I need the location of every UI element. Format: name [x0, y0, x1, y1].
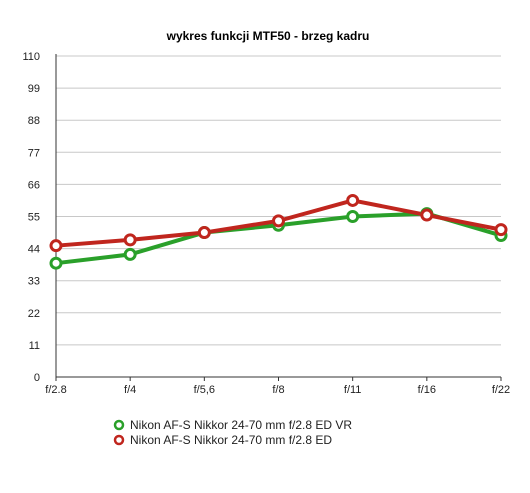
x-tick-label: f/2.8 — [45, 384, 66, 396]
x-tick-label: f/16 — [418, 384, 436, 396]
data-point — [494, 223, 508, 237]
series-group — [49, 193, 508, 270]
x-tick-label: f/4 — [124, 384, 136, 396]
legend: Nikon AF-S Nikkor 24-70 mm f/2.8 ED VRNi… — [113, 418, 352, 447]
data-point — [272, 214, 285, 228]
data-point — [49, 239, 63, 253]
y-axis-ticks: 0 11 22 33 44 55 66 77 88 99 110 — [22, 51, 40, 384]
x-axis-ticks: f/2.8 f/4 f/5,6 f/8 f/11 f/16 f/22 — [45, 377, 510, 396]
y-tick-label: 33 — [28, 276, 40, 288]
y-tick-label: 22 — [28, 308, 40, 320]
y-tick-label: 55 — [28, 212, 40, 224]
x-tick-label: f/11 — [344, 384, 362, 396]
y-tick-label: 66 — [28, 179, 40, 191]
data-point — [123, 247, 137, 261]
data-point — [346, 193, 360, 207]
y-tick-label: 110 — [22, 51, 40, 63]
x-tick-label: f/8 — [272, 384, 284, 396]
x-tick-label: f/22 — [492, 384, 510, 396]
chart-title: wykres funkcji MTF50 - brzeg kadru — [166, 29, 370, 43]
legend-label-1: Nikon AF-S Nikkor 24-70 mm f/2.8 ED — [130, 433, 332, 447]
legend-marker-1 — [113, 434, 125, 446]
y-tick-label: 0 — [34, 372, 40, 384]
data-point — [346, 210, 360, 223]
data-point — [197, 226, 211, 240]
data-point — [420, 208, 434, 222]
y-tick-label: 99 — [28, 83, 40, 95]
data-point — [49, 256, 63, 270]
y-tick-label: 88 — [28, 115, 40, 127]
x-tick-label: f/5,6 — [194, 384, 215, 396]
legend-marker-0 — [113, 419, 125, 431]
legend-label-0: Nikon AF-S Nikkor 24-70 mm f/2.8 ED VR — [130, 418, 352, 432]
y-tick-label: 77 — [28, 147, 40, 159]
grid-lines — [56, 55, 501, 346]
axes — [55, 54, 501, 378]
data-point — [123, 233, 137, 247]
y-tick-label: 11 — [29, 340, 40, 352]
y-tick-label: 44 — [28, 244, 40, 256]
